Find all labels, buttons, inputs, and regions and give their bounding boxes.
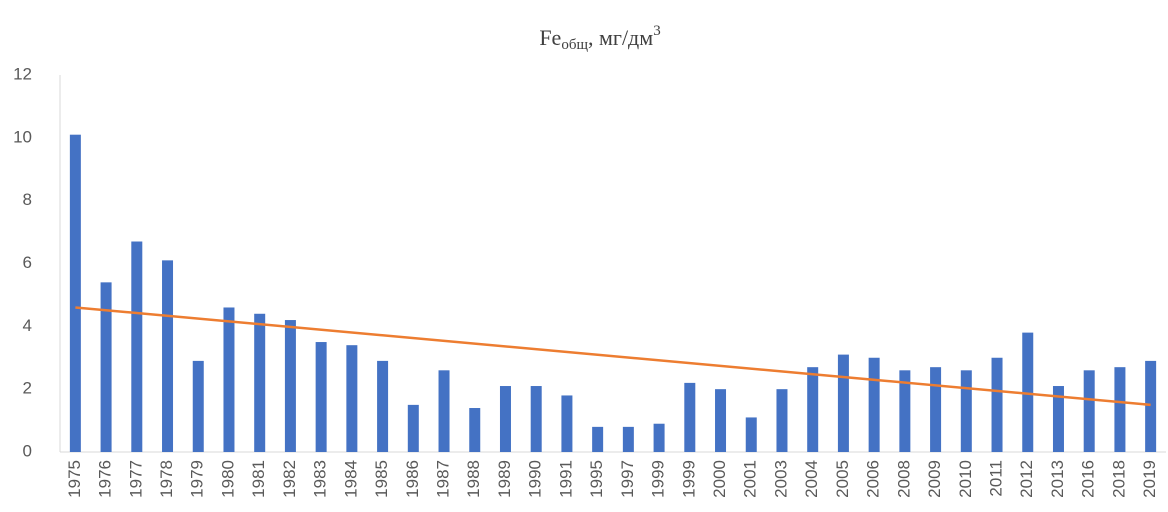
x-tick-label: 1990 xyxy=(526,460,545,498)
bar xyxy=(930,367,942,452)
bar xyxy=(837,354,849,452)
x-tick-label: 1988 xyxy=(464,460,483,498)
bar xyxy=(1052,386,1064,452)
bar xyxy=(960,370,972,452)
bar xyxy=(807,367,819,452)
x-tick-label: 2004 xyxy=(802,460,821,498)
bar xyxy=(745,417,757,452)
trend-line xyxy=(75,306,1151,407)
x-tick-label: 2009 xyxy=(925,460,944,498)
bar xyxy=(284,320,296,452)
bar xyxy=(499,386,511,452)
x-tick-label: 1980 xyxy=(218,460,237,498)
bar xyxy=(653,423,665,452)
bar xyxy=(131,241,143,452)
bar xyxy=(1114,367,1126,452)
x-tick-label: 1995 xyxy=(587,460,606,498)
bar xyxy=(715,389,727,452)
bar xyxy=(1145,360,1157,452)
x-tick-label: 2001 xyxy=(741,460,760,498)
bar xyxy=(530,386,542,452)
title-text: Fe xyxy=(539,25,561,50)
bar xyxy=(223,307,235,452)
y-tick-label: 0 xyxy=(23,441,32,460)
bar xyxy=(315,342,327,452)
x-tick-label: 2006 xyxy=(864,460,883,498)
bar xyxy=(100,282,112,452)
title-superscript: 3 xyxy=(653,23,661,39)
bar xyxy=(991,357,1003,452)
x-tick-label: 2011 xyxy=(987,460,1006,497)
bar xyxy=(162,260,174,452)
y-tick-label: 4 xyxy=(23,316,32,335)
bar xyxy=(438,370,450,452)
bar xyxy=(377,360,389,452)
x-tick-label: 1991 xyxy=(556,460,575,498)
x-tick-label: 1976 xyxy=(96,460,115,498)
x-tick-label: 2003 xyxy=(771,460,790,498)
title-unit: , мг/дм xyxy=(588,25,653,50)
x-tick-label: 1981 xyxy=(249,460,268,498)
bar xyxy=(1022,332,1034,452)
y-tick-label: 12 xyxy=(13,64,32,83)
bar xyxy=(592,426,604,452)
y-tick-label: 10 xyxy=(13,127,32,146)
x-tick-label: 1983 xyxy=(311,460,330,498)
x-tick-label: 2005 xyxy=(833,460,852,498)
x-tick-label: 1977 xyxy=(126,460,145,498)
x-tick-label: 2018 xyxy=(1109,460,1128,498)
bar xyxy=(868,357,880,452)
bar xyxy=(1083,370,1095,452)
x-tick-label: 1975 xyxy=(65,460,84,498)
bar xyxy=(254,313,266,452)
x-tick-label: 1985 xyxy=(372,460,391,498)
y-tick-label: 6 xyxy=(23,253,32,272)
bar xyxy=(622,426,634,452)
x-tick-label: 2010 xyxy=(956,460,975,498)
bar xyxy=(899,370,911,452)
x-tick-label: 2016 xyxy=(1079,460,1098,498)
bar xyxy=(346,345,358,452)
x-tick-label: 2008 xyxy=(894,460,913,498)
x-tick-label: 1978 xyxy=(157,460,176,498)
x-tick-label: 2012 xyxy=(1017,460,1036,498)
bar xyxy=(561,395,573,452)
chart-title: Feобщ, мг/дм3 xyxy=(539,23,660,53)
bar xyxy=(684,382,696,452)
bar xyxy=(776,389,788,452)
x-tick-label: 1979 xyxy=(188,460,207,498)
y-tick-label: 2 xyxy=(23,379,32,398)
bar xyxy=(69,134,81,453)
bar xyxy=(192,360,204,452)
x-tick-label: 2019 xyxy=(1140,460,1159,498)
x-tick-label: 1986 xyxy=(403,460,422,498)
x-tick-label: 1987 xyxy=(434,460,453,498)
x-tick-label: 1997 xyxy=(618,460,637,498)
x-tick-label: 1999 xyxy=(649,460,668,498)
y-tick-label: 8 xyxy=(23,190,32,209)
x-tick-label: 1984 xyxy=(341,460,360,498)
x-tick-label: 2013 xyxy=(1048,460,1067,498)
x-tick-label: 1982 xyxy=(280,460,299,498)
x-tick-label: 1989 xyxy=(495,460,514,498)
bar xyxy=(469,408,481,452)
x-tick-label: 1999 xyxy=(679,460,698,498)
bar xyxy=(407,404,419,452)
x-tick-label: 2000 xyxy=(710,460,729,498)
title-subscript: общ xyxy=(561,37,588,53)
